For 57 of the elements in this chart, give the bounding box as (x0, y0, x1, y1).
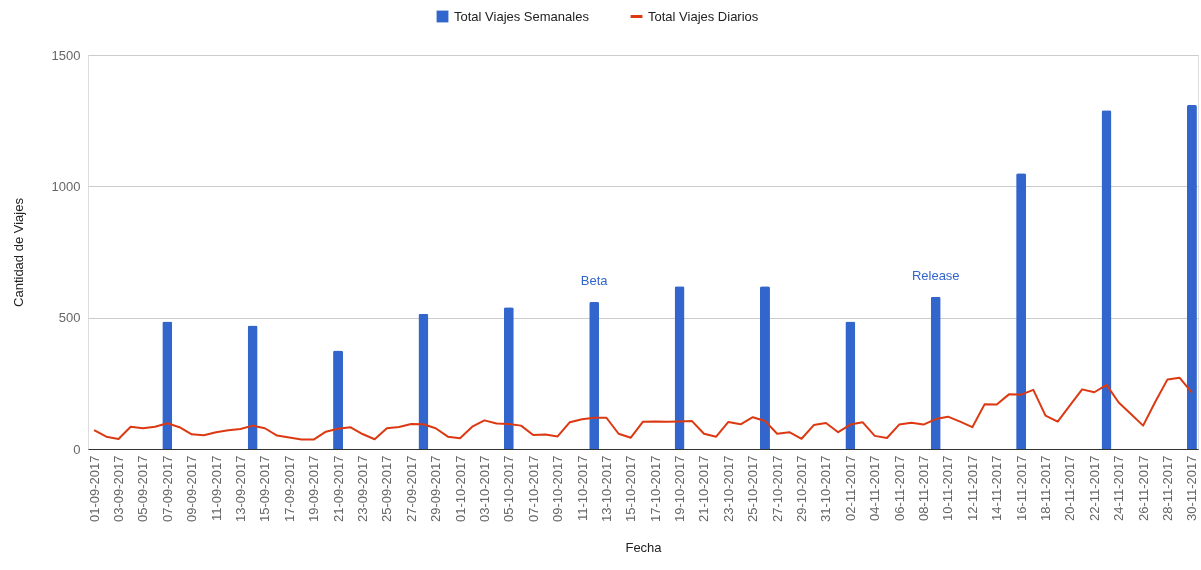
x-tick-label: 20-11-2017 (1062, 455, 1078, 522)
x-tick-label: 22-11-2017 (1086, 455, 1102, 522)
y-axis-title: Cantidad de Viajes (10, 197, 26, 307)
x-tick-label: 28-11-2017 (1160, 455, 1176, 522)
x-tick-label: 26-11-2017 (1135, 455, 1151, 522)
x-tick-label: 05-10-2017 (501, 455, 517, 522)
x-tick-label: 23-10-2017 (720, 455, 736, 522)
x-tick-label: 27-10-2017 (769, 455, 785, 522)
x-tick-label: 02-11-2017 (842, 455, 858, 522)
x-tick-label: 15-09-2017 (257, 455, 273, 522)
x-tick-label: 17-09-2017 (281, 455, 297, 522)
legend-label: Total Viajes Semanales (454, 8, 590, 24)
y-tick-label: 1000 (51, 178, 81, 194)
x-tick-label: 01-09-2017 (86, 455, 102, 522)
x-tick-label: 31-10-2017 (818, 455, 834, 522)
x-tick-label: 27-09-2017 (403, 455, 419, 522)
x-tick-label: 25-10-2017 (745, 455, 761, 522)
x-tick-label: 30-11-2017 (1184, 455, 1200, 522)
x-tick-label: 18-11-2017 (1038, 455, 1054, 522)
x-tick-label: 19-09-2017 (306, 455, 322, 522)
x-tick-label: 11-10-2017 (574, 455, 590, 522)
data-label: Release (911, 267, 960, 283)
x-axis-title: Fecha (625, 540, 663, 555)
x-tick-label: 29-09-2017 (428, 455, 444, 522)
legend-label: Total Viajes Diarios (648, 8, 759, 24)
x-tick-label: 11-09-2017 (208, 455, 224, 522)
x-tick-label: 13-10-2017 (598, 455, 614, 522)
x-tick-label: 03-09-2017 (110, 455, 126, 522)
data-label: Beta (580, 272, 609, 288)
x-tick-label: 21-10-2017 (696, 455, 712, 522)
x-tick-label: 24-11-2017 (1111, 455, 1127, 522)
line-series (93, 376, 1193, 441)
x-tick-label: 21-09-2017 (330, 455, 346, 522)
x-tick-label: 01-10-2017 (452, 455, 468, 522)
x-tick-label: 07-10-2017 (525, 455, 541, 522)
x-tick-label: 19-10-2017 (672, 455, 688, 522)
y-tick-label: 0 (73, 441, 81, 457)
y-tick-label: 500 (58, 310, 81, 326)
x-tick-label: 09-09-2017 (184, 455, 200, 522)
x-tick-label: 23-09-2017 (354, 455, 370, 522)
x-tick-label: 05-09-2017 (135, 455, 151, 522)
x-tick-label: 15-10-2017 (623, 455, 639, 522)
x-tick-label: 06-11-2017 (891, 455, 907, 522)
x-tick-label: 29-10-2017 (794, 455, 810, 522)
x-tick-label: 17-10-2017 (647, 455, 663, 522)
x-tick-label: 12-11-2017 (964, 455, 980, 522)
x-tick-label: 04-11-2017 (867, 455, 883, 522)
x-tick-label: 08-11-2017 (916, 455, 932, 522)
x-tick-label: 07-09-2017 (159, 455, 175, 522)
x-tick-label: 10-11-2017 (940, 455, 956, 522)
x-tick-label: 14-11-2017 (989, 455, 1005, 522)
y-tick-label: 1500 (51, 47, 81, 63)
x-tick-label: 13-09-2017 (232, 455, 248, 522)
x-tick-label: 09-10-2017 (550, 455, 566, 522)
x-tick-label: 25-09-2017 (379, 455, 395, 522)
x-tick-label: 16-11-2017 (1013, 455, 1029, 522)
x-tick-label: 03-10-2017 (476, 455, 492, 522)
